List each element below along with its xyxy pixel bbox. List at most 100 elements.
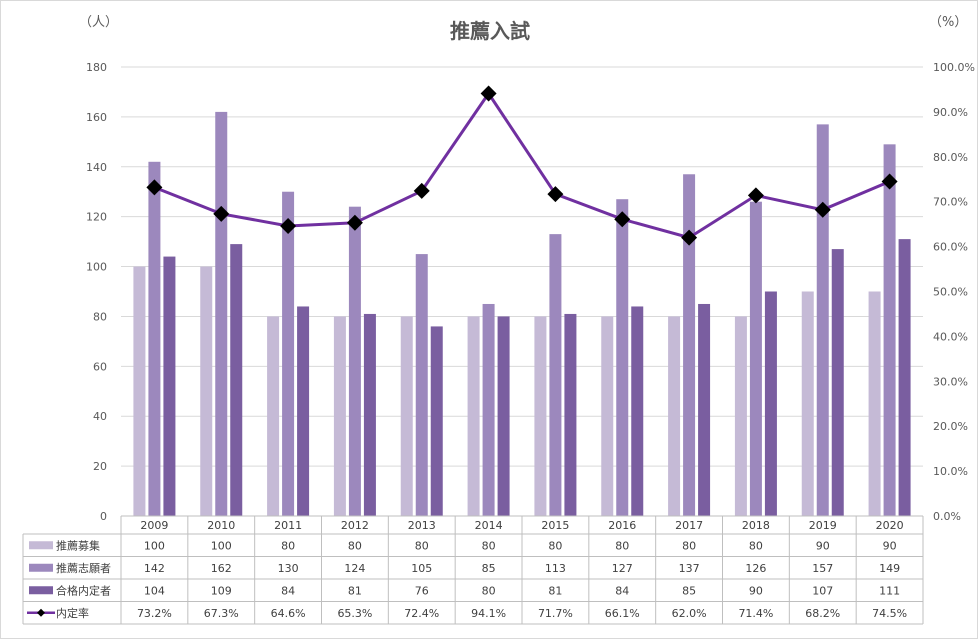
table-cell: 71.4%	[738, 607, 773, 620]
bar-推薦志願者-2017	[683, 174, 696, 516]
rate-marker-2014	[480, 85, 497, 102]
bar-合格内定者-2013	[430, 326, 443, 516]
table-cell: 84	[281, 584, 295, 597]
table-cell: 80	[749, 539, 763, 552]
table-cell: 90	[816, 539, 830, 552]
table-cell: 126	[745, 562, 766, 575]
table-cell: 80	[281, 539, 295, 552]
y2-tick-label: 100.0%	[933, 61, 975, 74]
right-axis-unit: （%）	[929, 15, 967, 30]
y-tick-label: 20	[93, 460, 107, 473]
table-cell: 137	[679, 562, 700, 575]
bar-合格内定者-2019	[831, 249, 844, 516]
y-tick-label: 60	[93, 360, 107, 373]
y-tick-label: 180	[86, 61, 107, 74]
legend-label-推薦志願者: 推薦志願者	[56, 561, 111, 575]
y2-tick-label: 90.0%	[933, 106, 968, 119]
rate-line-path	[153, 90, 891, 240]
legend-label-推薦募集: 推薦募集	[56, 538, 100, 552]
bars	[133, 111, 911, 517]
x-tick-label: 2013	[408, 519, 436, 532]
rate-marker-2011	[280, 217, 297, 234]
y2-tick-label: 10.0%	[933, 465, 968, 478]
y2-tick-label: 60.0%	[933, 241, 968, 254]
legend-key-marker	[37, 608, 45, 617]
table-cell: 100	[144, 539, 165, 552]
table-cell: 149	[879, 562, 900, 575]
table-cell: 67.3%	[204, 607, 239, 620]
table-cell: 62.0%	[672, 607, 707, 620]
table-cell: 80	[348, 539, 362, 552]
y2-tick-label: 40.0%	[933, 330, 968, 343]
bar-推薦志願者-2012	[348, 206, 361, 516]
table-cell: 72.4%	[404, 607, 439, 620]
legend-key-推薦募集	[29, 541, 53, 550]
y-tick-label: 80	[93, 310, 107, 323]
bar-推薦志願者-2013	[415, 254, 428, 517]
legend-label-内定率: 内定率	[56, 606, 89, 620]
legend-label-合格内定者: 合格内定者	[56, 583, 111, 597]
table-cell: 130	[278, 562, 299, 575]
bar-推薦志願者-2009	[148, 161, 161, 517]
table-cell: 73.2%	[137, 607, 172, 620]
bar-合格内定者-2015	[564, 313, 577, 516]
table-cell: 80	[615, 539, 629, 552]
table-cell: 94.1%	[471, 607, 506, 620]
table-cell: 68.2%	[805, 607, 840, 620]
y2-tick-label: 70.0%	[933, 196, 968, 209]
rate-marker-2018	[747, 187, 764, 204]
y-tick-label: 40	[93, 410, 107, 423]
table-cell: 90	[749, 584, 763, 597]
bar-推薦志願者-2014	[482, 303, 495, 516]
x-tick-label: 2019	[809, 519, 837, 532]
bar-合格内定者-2011	[297, 306, 310, 516]
table-cell: 80	[415, 539, 429, 552]
table-cell: 81	[548, 584, 562, 597]
bar-推薦募集-2018	[734, 316, 747, 516]
bar-推薦募集-2010	[200, 266, 213, 516]
table-cell: 90	[883, 539, 897, 552]
bar-推薦志願者-2018	[749, 201, 762, 516]
bar-推薦募集-2020	[868, 291, 881, 516]
rate-marker-2017	[681, 229, 698, 246]
table-cell: 127	[612, 562, 633, 575]
x-tick-label: 2011	[274, 519, 302, 532]
bar-推薦募集-2016	[601, 316, 614, 516]
table-cell: 80	[482, 539, 496, 552]
bar-推薦募集-2015	[534, 316, 547, 516]
y2-tick-label: 30.0%	[933, 375, 968, 388]
table-cell: 64.6%	[271, 607, 306, 620]
table-cell: 157	[812, 562, 833, 575]
table-cell: 111	[879, 584, 900, 597]
bar-推薦募集-2009	[133, 266, 146, 516]
table-cell: 113	[545, 562, 566, 575]
rate-marker-2009	[146, 179, 163, 196]
left-axis-unit: （人）	[79, 15, 118, 30]
rate-marker-2019	[814, 201, 831, 218]
bar-合格内定者-2010	[230, 244, 243, 516]
bar-合格内定者-2016	[631, 306, 644, 516]
rate-marker-2013	[413, 182, 430, 199]
y-tick-label: 100	[86, 261, 107, 274]
legend-key-推薦志願者	[29, 563, 53, 572]
y2-tick-label: 80.0%	[933, 151, 968, 164]
table-cell: 66.1%	[605, 607, 640, 620]
bar-推薦募集-2014	[467, 316, 480, 516]
table-cell: 100	[211, 539, 232, 552]
legend-key-合格内定者	[29, 586, 53, 595]
table-cell: 76	[415, 584, 429, 597]
table-cell: 85	[482, 562, 496, 575]
y-tick-label: 140	[86, 161, 107, 174]
rate-marker-2010	[213, 205, 230, 222]
bar-推薦募集-2019	[801, 291, 814, 516]
table-cell: 162	[211, 562, 232, 575]
x-tick-label: 2017	[675, 519, 703, 532]
bar-推薦募集-2012	[333, 316, 346, 516]
x-tick-label: 2009	[140, 519, 168, 532]
table-cell: 85	[682, 584, 696, 597]
table-cell: 124	[344, 562, 365, 575]
bar-推薦志願者-2020	[883, 144, 896, 517]
table-cell: 105	[411, 562, 432, 575]
